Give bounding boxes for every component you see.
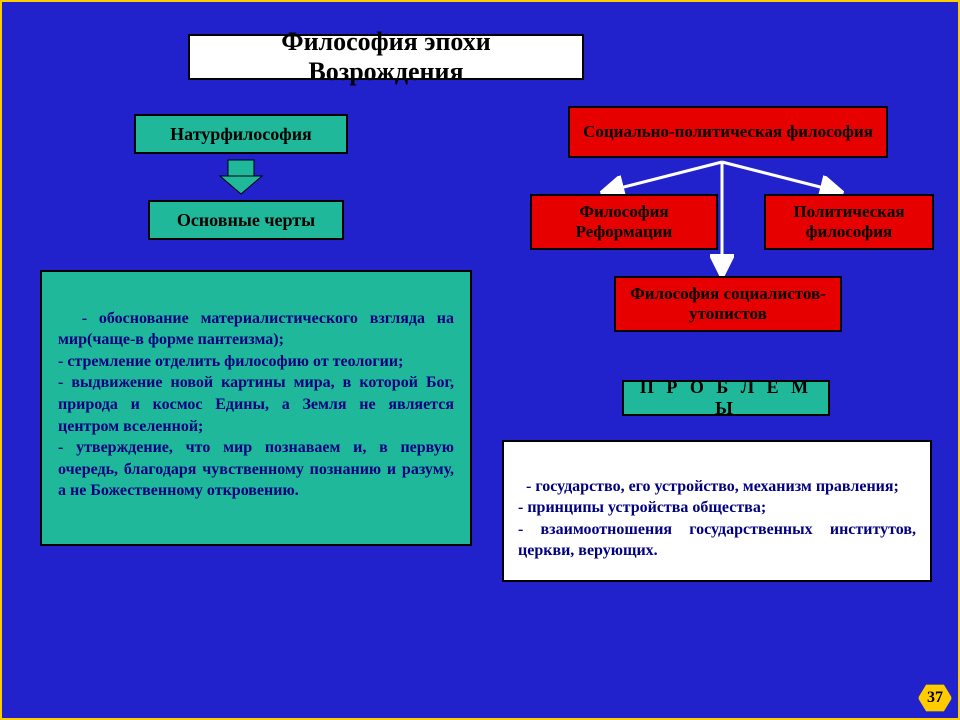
socio-political-label: Социально-политическая философия	[583, 122, 873, 142]
right-content-panel: - государство, его устройство, механизм …	[502, 440, 932, 582]
main-features-label: Основные черты	[177, 210, 315, 231]
left-content-panel: - обоснование материалистического взгляд…	[40, 270, 472, 546]
page-number-badge: 37	[918, 684, 952, 712]
page-number: 37	[927, 689, 943, 707]
socio-political-box: Социально-политическая философия	[568, 106, 888, 158]
main-features-box: Основные черты	[148, 200, 344, 240]
reformation-label: Философия Реформации	[544, 202, 704, 243]
title-text: Философия эпохи Возрождения	[202, 27, 570, 87]
political-philosophy-label: Политическая философия	[778, 202, 920, 243]
right-content-text: - государство, его устройство, механизм …	[518, 478, 920, 560]
political-philosophy-box: Политическая философия	[764, 194, 934, 250]
utopian-box: Философия социалистов-утопистов	[614, 276, 842, 332]
naturfilosofia-label: Натурфилософия	[170, 124, 312, 145]
title-box: Философия эпохи Возрождения	[188, 34, 584, 80]
problems-label-box: П Р О Б Л Е М Ы	[622, 380, 830, 416]
reformation-box: Философия Реформации	[530, 194, 718, 250]
left-content-text: - обоснование материалистического взгляд…	[58, 310, 458, 500]
naturfilosofia-box: Натурфилософия	[134, 114, 348, 154]
problems-label: П Р О Б Л Е М Ы	[636, 377, 816, 419]
block-arrow-down-icon	[216, 158, 266, 198]
utopian-label: Философия социалистов-утопистов	[628, 284, 828, 325]
